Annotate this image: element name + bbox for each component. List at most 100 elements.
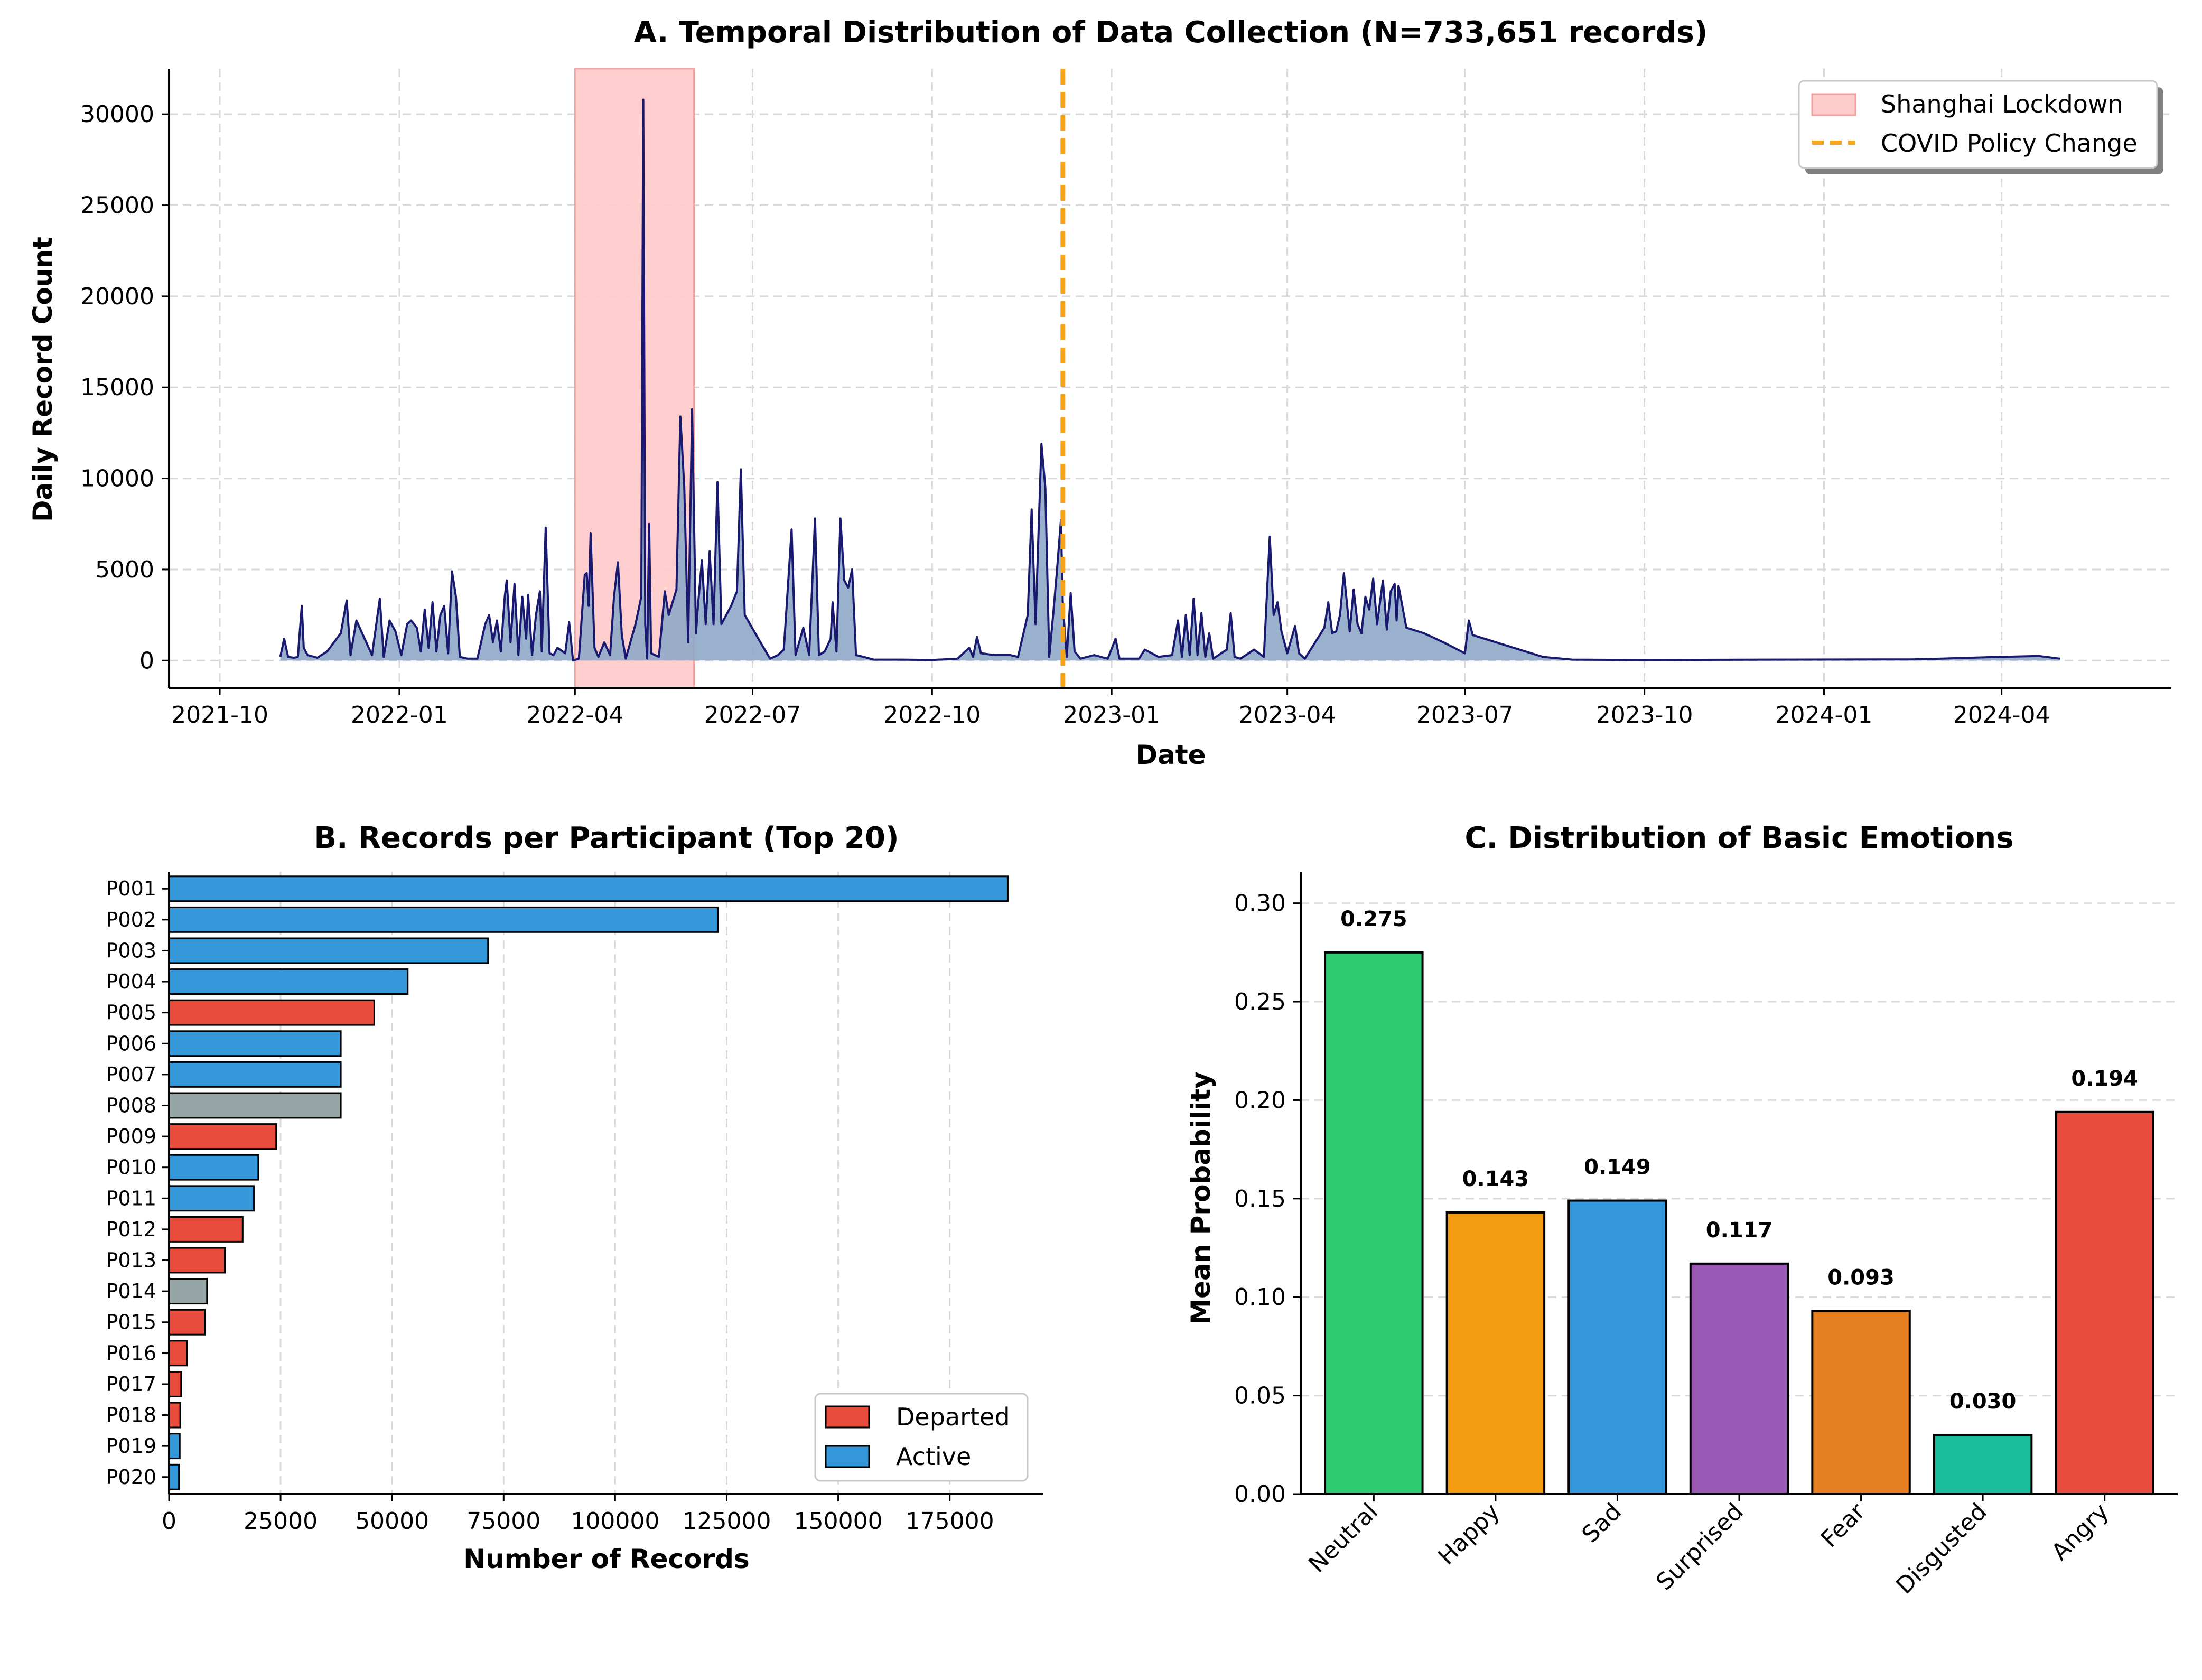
- y-tick-label: 20000: [80, 283, 154, 310]
- participant-label: P002: [106, 908, 156, 931]
- participant-label: P016: [106, 1341, 156, 1365]
- panel-b-legend: Departed Active: [814, 1393, 1029, 1482]
- emotion-value-label: 0.093: [1827, 1265, 1895, 1290]
- participant-bar: [168, 1061, 342, 1088]
- emotion-bar: [1567, 1199, 1667, 1495]
- panel-a-temporal-chart: A. Temporal Distribution of Data Collect…: [27, 15, 2171, 770]
- x-tick-label: 2022-04: [526, 702, 623, 729]
- panel-a-xlabel: Date: [1135, 740, 1206, 770]
- y-tick-label: 0.25: [1234, 988, 1286, 1015]
- emotion-label: Disgusted: [1891, 1498, 1992, 1600]
- emotion-bar: [1324, 951, 1424, 1495]
- participant-label: P015: [106, 1311, 156, 1334]
- x-tick-label: 2023-01: [1063, 702, 1160, 729]
- x-tick-label: 2022-07: [704, 702, 801, 729]
- emotion-bar: [1811, 1310, 1911, 1495]
- panel-c-emotion-chart: C. Distribution of Basic Emotions 0.275 0…: [1186, 821, 2178, 1599]
- participant-bar: [168, 906, 719, 933]
- emotion-label: Surprised: [1651, 1498, 1749, 1596]
- legend-label-departed: Departed: [896, 1403, 1010, 1431]
- participant-bar: [168, 1247, 226, 1274]
- x-tick-label: 2023-07: [1416, 702, 1514, 729]
- x-tick-label: 2022-10: [883, 702, 981, 729]
- participant-label: P019: [106, 1434, 156, 1458]
- y-tick-label: 5000: [95, 556, 154, 583]
- participant-bar: [168, 968, 409, 995]
- legend-box: [1798, 80, 2158, 169]
- x-tick-label: 75000: [466, 1508, 540, 1535]
- y-tick-label: 0.05: [1234, 1383, 1286, 1410]
- participant-label: P006: [106, 1032, 156, 1055]
- y-tick-label: 0.10: [1234, 1284, 1286, 1311]
- legend-label-active: Active: [896, 1442, 971, 1471]
- participant-bar: [168, 1216, 244, 1243]
- emotion-bar: [2055, 1110, 2154, 1495]
- emotion-label: Sad: [1577, 1498, 1627, 1548]
- emotion-value-label: 0.194: [2071, 1067, 2138, 1091]
- participant-bar: [168, 1463, 180, 1490]
- participant-bar: [168, 1433, 181, 1460]
- x-tick-label: 0: [162, 1508, 176, 1535]
- x-tick-label: 50000: [355, 1508, 429, 1535]
- x-tick-label: 2024-01: [1776, 702, 1873, 729]
- y-tick-label: 0.30: [1234, 890, 1286, 917]
- participant-label: P005: [106, 1001, 156, 1024]
- x-tick-label: 2021-10: [171, 702, 268, 729]
- x-tick-label: 2023-04: [1239, 702, 1336, 729]
- participant-label: P008: [106, 1094, 156, 1117]
- daily-count-line: [279, 98, 2060, 662]
- participant-bar: [168, 875, 1009, 902]
- participant-label: P018: [106, 1404, 156, 1427]
- panel-b-xlabel: Number of Records: [463, 1544, 749, 1574]
- participant-bar: [168, 1309, 206, 1336]
- emotion-bar: [1933, 1434, 2033, 1495]
- emotion-label: Happy: [1433, 1498, 1505, 1570]
- participant-label: P020: [106, 1466, 156, 1489]
- x-tick-label: 2023-10: [1596, 702, 1693, 729]
- participant-label: P012: [106, 1218, 156, 1241]
- legend-swatch-lockdown: [1811, 93, 1856, 116]
- emotion-label: Angry: [2046, 1498, 2114, 1566]
- panel-a-legend: Shanghai Lockdown COVID Policy Change: [1798, 80, 2163, 174]
- emotion-value-label: 0.275: [1340, 907, 1407, 931]
- participant-label: P011: [106, 1187, 156, 1210]
- panel-b-participant-chart: B. Records per Participant (Top 20) 0 250…: [106, 821, 1043, 1574]
- x-tick-label: 125000: [683, 1508, 771, 1535]
- participant-bar: [168, 1154, 259, 1181]
- participant-bar: [168, 1402, 181, 1429]
- x-tick-label: 150000: [794, 1508, 883, 1535]
- emotion-bar: [1689, 1262, 1789, 1496]
- participant-bar: [168, 1185, 255, 1212]
- emotion-label: Neutral: [1303, 1498, 1383, 1578]
- participant-label: P001: [106, 877, 156, 900]
- y-tick-label: 0: [139, 647, 154, 674]
- y-tick-label: 15000: [80, 374, 154, 401]
- panel-c-ylabel: Mean Probability: [1186, 1071, 1216, 1324]
- participant-label: P009: [106, 1125, 156, 1148]
- participant-label: P014: [106, 1280, 156, 1303]
- participant-bar: [168, 1030, 342, 1057]
- emotion-bar: [1445, 1211, 1546, 1495]
- x-tick-label: 100000: [571, 1508, 659, 1535]
- emotion-label: Fear: [1816, 1498, 1871, 1553]
- y-tick-label: 25000: [80, 192, 154, 219]
- x-tick-label: 175000: [906, 1508, 994, 1535]
- participant-bar: [168, 1371, 182, 1397]
- y-tick-label: 0.15: [1234, 1186, 1286, 1212]
- panel-a-ylabel: Daily Record Count: [27, 237, 58, 522]
- legend-label-policy: COVID Policy Change: [1881, 129, 2138, 157]
- panel-b-title: B. Records per Participant (Top 20): [314, 821, 899, 855]
- y-tick-label: 30000: [80, 101, 154, 128]
- participant-bar: [168, 937, 489, 964]
- panel-a-title: A. Temporal Distribution of Data Collect…: [634, 15, 1708, 50]
- emotion-value-label: 0.030: [1949, 1389, 2017, 1414]
- participant-bar: [168, 1340, 188, 1367]
- y-tick-label: 0.00: [1234, 1481, 1286, 1508]
- x-tick-label: 25000: [244, 1508, 318, 1535]
- y-tick-label: 0.20: [1234, 1087, 1286, 1114]
- participant-bar: [168, 999, 375, 1026]
- y-tick-label: 10000: [80, 465, 154, 492]
- emotion-value-label: 0.143: [1462, 1167, 1529, 1191]
- participant-bar: [168, 1123, 277, 1150]
